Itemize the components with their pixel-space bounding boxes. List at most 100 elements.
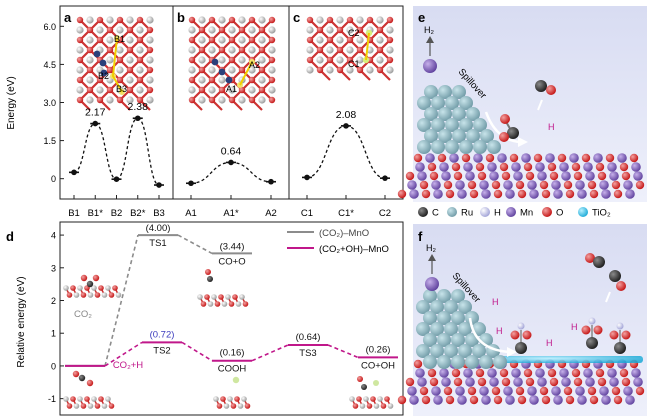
ru-atom xyxy=(459,140,473,154)
ti-atom xyxy=(207,301,214,307)
o-atom xyxy=(336,26,344,34)
o-atom xyxy=(242,301,249,307)
ti-atom xyxy=(238,96,246,104)
o-atom xyxy=(70,285,76,291)
ti-atom xyxy=(376,16,384,24)
y-tick-label: 1.5 xyxy=(43,136,56,146)
o-atom xyxy=(106,86,114,94)
ru-atom xyxy=(416,300,430,314)
ti-atom xyxy=(316,56,324,64)
ti-atom xyxy=(228,46,236,54)
o-atom xyxy=(126,66,134,74)
mn-atom xyxy=(455,386,465,396)
panel-letter-c: c xyxy=(293,10,300,25)
o-atom xyxy=(316,46,324,54)
ti-atom xyxy=(326,26,334,34)
o-atom xyxy=(517,395,527,405)
ru-atom xyxy=(473,140,487,154)
mn-atom xyxy=(479,180,489,190)
o-atom xyxy=(76,76,84,84)
h-label: H xyxy=(546,338,553,348)
o-atom xyxy=(205,269,211,275)
mn-atom xyxy=(100,69,108,77)
state-label: CO+O xyxy=(218,256,245,267)
mn-atom xyxy=(623,386,633,396)
ti-atom xyxy=(213,396,219,402)
mn-atom xyxy=(527,386,537,396)
o-atom xyxy=(635,180,645,190)
ru-cluster xyxy=(416,289,507,369)
spillover-arrowhead xyxy=(518,137,528,147)
ti-atom xyxy=(386,66,394,74)
o-atom xyxy=(204,294,210,300)
d-y-ticks: 4 3 2 1 0 -1 xyxy=(48,231,64,404)
state-label: CO₂+H xyxy=(113,360,143,371)
site-label-a2: A2 xyxy=(249,60,260,70)
ru-atom xyxy=(417,140,431,154)
o-atom xyxy=(198,66,206,74)
mn-atom xyxy=(537,377,547,387)
mn-atom xyxy=(489,171,499,181)
mn-atom xyxy=(633,377,643,387)
o-atom xyxy=(188,36,196,44)
o-atom xyxy=(80,403,87,409)
h-atom xyxy=(425,277,439,291)
ti-atom xyxy=(146,76,154,84)
h2-arrowhead xyxy=(426,36,434,43)
ti-atom xyxy=(336,16,344,24)
o-atom xyxy=(515,386,525,396)
o-atom xyxy=(613,189,623,199)
ru-atom xyxy=(417,96,431,110)
mn-atom xyxy=(99,59,107,67)
o-atom xyxy=(248,16,256,24)
o-atom xyxy=(86,66,94,74)
o-atom xyxy=(366,403,373,409)
o-atom xyxy=(86,86,94,94)
ti-atom xyxy=(116,66,124,74)
o-atom xyxy=(427,162,437,172)
ru-atom xyxy=(452,107,466,121)
state-point xyxy=(382,175,388,181)
ru-atom xyxy=(424,129,438,143)
mn-atom xyxy=(465,377,475,387)
mn-atom xyxy=(473,153,483,163)
ti-atom xyxy=(136,26,144,34)
state-point xyxy=(156,182,162,188)
ti-atom xyxy=(241,396,247,402)
mn-atom xyxy=(607,368,617,378)
ti-atom xyxy=(248,26,256,34)
ti-atom xyxy=(218,56,226,64)
o-atom xyxy=(248,36,256,44)
o-atom xyxy=(116,76,124,84)
ti-atom xyxy=(188,86,196,94)
x-tick-label: A1 xyxy=(185,208,197,219)
mn-atom xyxy=(455,180,465,190)
ti-atom xyxy=(76,46,84,54)
ti-atom xyxy=(225,294,231,300)
o-atom xyxy=(96,76,104,84)
ti-atom xyxy=(115,292,122,298)
mn-atom xyxy=(503,180,513,190)
o-atom xyxy=(116,56,124,64)
connector xyxy=(251,344,289,362)
ti-atom xyxy=(366,66,374,74)
ru-atom xyxy=(473,118,487,132)
ti-atom xyxy=(238,16,246,24)
o-atom xyxy=(429,171,439,181)
o-atom xyxy=(467,180,477,190)
o-atom xyxy=(611,180,621,190)
mn-atom xyxy=(601,395,611,405)
o-atom xyxy=(571,162,581,172)
mn-atom xyxy=(409,189,419,199)
h-atom xyxy=(232,376,240,384)
ru-atom xyxy=(423,289,437,303)
o-atom xyxy=(200,301,207,307)
legend-swatch-mn xyxy=(506,207,516,217)
panel-letter-a: a xyxy=(64,10,72,25)
o-atom xyxy=(595,368,605,378)
h-atom xyxy=(616,322,624,330)
o-atom xyxy=(96,36,104,44)
o-atom xyxy=(563,180,573,190)
mn-atom xyxy=(441,377,451,387)
x-tick-label: B3 xyxy=(153,208,165,219)
